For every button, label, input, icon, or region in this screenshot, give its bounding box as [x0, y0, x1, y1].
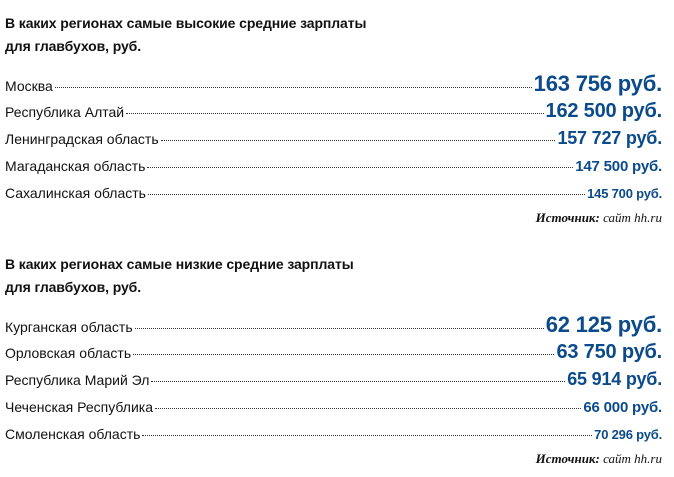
- region-name: Ленинградская область: [5, 131, 159, 148]
- source-note: Источник: сайт hh.ru: [5, 451, 662, 467]
- heading-line: для главбухов, руб.: [5, 279, 142, 295]
- dot-leader: [126, 112, 544, 114]
- region-name: Москва: [5, 78, 53, 94]
- salary-value: 65 914 руб.: [567, 369, 662, 390]
- dot-leader: [155, 407, 582, 409]
- list-item: Ленинградская область 157 727 руб.: [5, 125, 662, 153]
- salary-value: 66 000 руб.: [583, 398, 662, 416]
- dot-leader: [54, 86, 532, 88]
- high-salaries-heading: В каких регионах самые высокие средние з…: [5, 12, 662, 58]
- list-item: Москва 163 756 руб.: [5, 70, 662, 98]
- low-salaries-heading: В каких регионах самые низкие средние за…: [5, 253, 662, 299]
- salary-value: 145 700 руб.: [587, 186, 662, 202]
- salary-value: 62 125 руб.: [545, 312, 662, 337]
- region-name: Магаданская область: [5, 157, 146, 174]
- region-name: Смоленская область: [5, 426, 141, 443]
- salary-value: 70 296 руб.: [594, 427, 662, 443]
- salary-value: 163 756 руб.: [533, 71, 663, 96]
- salary-value: 162 500 руб.: [545, 99, 663, 122]
- high-salaries-list: Москва 163 756 руб. Республика Алтай 162…: [5, 70, 662, 208]
- dot-leader: [147, 166, 574, 168]
- list-item: Курганская область 62 125 руб.: [5, 311, 662, 339]
- high-salaries-block: В каких регионах самые высокие средние з…: [5, 12, 662, 226]
- dot-leader: [147, 193, 586, 196]
- salary-value: 147 500 руб.: [575, 157, 662, 175]
- salary-value: 157 727 руб.: [557, 128, 662, 149]
- salary-value: 63 750 руб.: [556, 340, 662, 363]
- region-name: Республика Марий Эл: [5, 372, 150, 389]
- region-name: Республика Алтай: [5, 103, 125, 120]
- list-item: Магаданская область 147 500 руб.: [5, 153, 662, 181]
- dot-leader: [134, 327, 544, 329]
- region-name: Курганская область: [5, 319, 133, 335]
- heading-line: В каких регионах самые высокие средние з…: [5, 15, 367, 31]
- list-item: Орловская область 63 750 руб.: [5, 339, 662, 367]
- region-name: Орловская область: [5, 344, 132, 361]
- source-value: сайт hh.ru: [603, 450, 662, 466]
- list-item: Сахалинская область 145 700 руб.: [5, 180, 662, 208]
- source-label: Источник:: [535, 450, 600, 466]
- source-note: Источник: сайт hh.ru: [5, 210, 662, 226]
- region-name: Чеченская Республика: [5, 398, 153, 415]
- region-name: Сахалинская область: [5, 185, 146, 202]
- dot-leader: [151, 380, 566, 383]
- list-item: Республика Марий Эл 65 914 руб.: [5, 366, 662, 394]
- list-item: Смоленская область 70 296 руб.: [5, 421, 662, 449]
- heading-line: В каких регионах самые низкие средние за…: [5, 256, 354, 272]
- source-value: сайт hh.ru: [603, 209, 662, 225]
- dot-leader: [142, 434, 593, 437]
- list-item: Чеченская Республика 66 000 руб.: [5, 394, 662, 422]
- list-item: Республика Алтай 162 500 руб.: [5, 98, 662, 126]
- heading-line: для главбухов, руб.: [5, 38, 142, 54]
- low-salaries-block: В каких регионах самые низкие средние за…: [5, 253, 662, 467]
- dot-leader: [160, 139, 556, 142]
- dot-leader: [133, 353, 555, 355]
- source-label: Источник:: [535, 209, 600, 225]
- low-salaries-list: Курганская область 62 125 руб. Орловская…: [5, 311, 662, 449]
